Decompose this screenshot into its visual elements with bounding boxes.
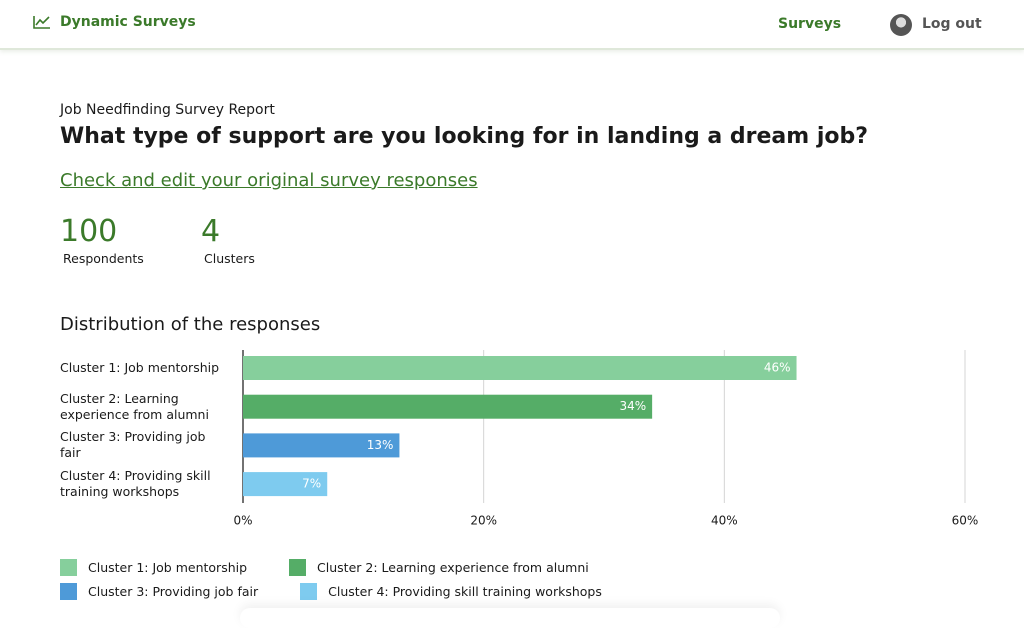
bar: [243, 472, 328, 497]
brand-text: Dynamic Surveys: [60, 14, 196, 30]
legend-swatch: [60, 559, 77, 576]
bar: [243, 433, 400, 458]
x-tick-label: 20%: [470, 514, 497, 528]
y-tick-label: Cluster 4: Providing skill training work…: [60, 468, 211, 500]
legend-swatch: [300, 583, 318, 600]
value-label: 46%: [764, 361, 791, 375]
stat-value: 4: [201, 214, 221, 249]
y-tick-label: Cluster 3: Providing job fair: [60, 429, 206, 461]
legend-item: Cluster 3: Providing job fair: [60, 583, 258, 600]
legend-item: Cluster 2: Learning experience from alum…: [289, 559, 589, 576]
chart-title: Distribution of the responses: [60, 314, 321, 335]
report-subtitle: Job Needfinding Survey Report: [60, 102, 275, 118]
legend-label: Cluster 4: Providing skill training work…: [328, 584, 602, 599]
legend-label: Cluster 1: Job mentorship: [88, 560, 248, 575]
stat-value: 100: [60, 214, 118, 249]
bar: [243, 394, 653, 419]
header: Dynamic Surveys Surveys Log out: [0, 0, 1024, 50]
bar: [243, 356, 797, 380]
legend-label: Cluster 3: Providing job fair: [88, 584, 259, 599]
avatar[interactable]: [890, 14, 912, 36]
legend-item: Cluster 1: Job mentorship: [60, 559, 247, 576]
logo-icon: [33, 16, 50, 29]
y-tick-label: Cluster 2: Learning experience from alum…: [60, 390, 209, 422]
card-edge: [240, 608, 780, 628]
value-label: 7%: [302, 477, 321, 491]
value-label: 13%: [367, 438, 394, 452]
brand[interactable]: Dynamic Surveys: [33, 14, 196, 30]
stat-label: Respondents: [63, 251, 144, 266]
x-tick-label: 60%: [952, 514, 979, 528]
question: What type of support are you looking for…: [60, 124, 869, 149]
logout[interactable]: Log out: [922, 16, 982, 32]
legend-item: Cluster 4: Providing skill training work…: [300, 583, 602, 600]
legend-swatch: [60, 583, 77, 600]
legend-label: Cluster 2: Learning experience from alum…: [317, 560, 589, 575]
nav-surveys[interactable]: Surveys: [778, 16, 842, 32]
legend: Cluster 1: Job mentorship Cluster 2: Lear…: [60, 559, 820, 600]
x-tick-label: 0%: [233, 514, 252, 528]
stat: 100 Respondents: [60, 214, 144, 266]
y-tick-label: Cluster 1: Job mentorship: [60, 360, 220, 375]
legend-swatch: [289, 559, 307, 576]
edit-link[interactable]: Check and edit your original survey resp…: [60, 170, 478, 191]
value-label: 34%: [619, 399, 646, 413]
stat: 4 Clusters: [201, 214, 255, 266]
x-tick-label: 40%: [711, 514, 738, 528]
stat-label: Clusters: [204, 251, 255, 266]
